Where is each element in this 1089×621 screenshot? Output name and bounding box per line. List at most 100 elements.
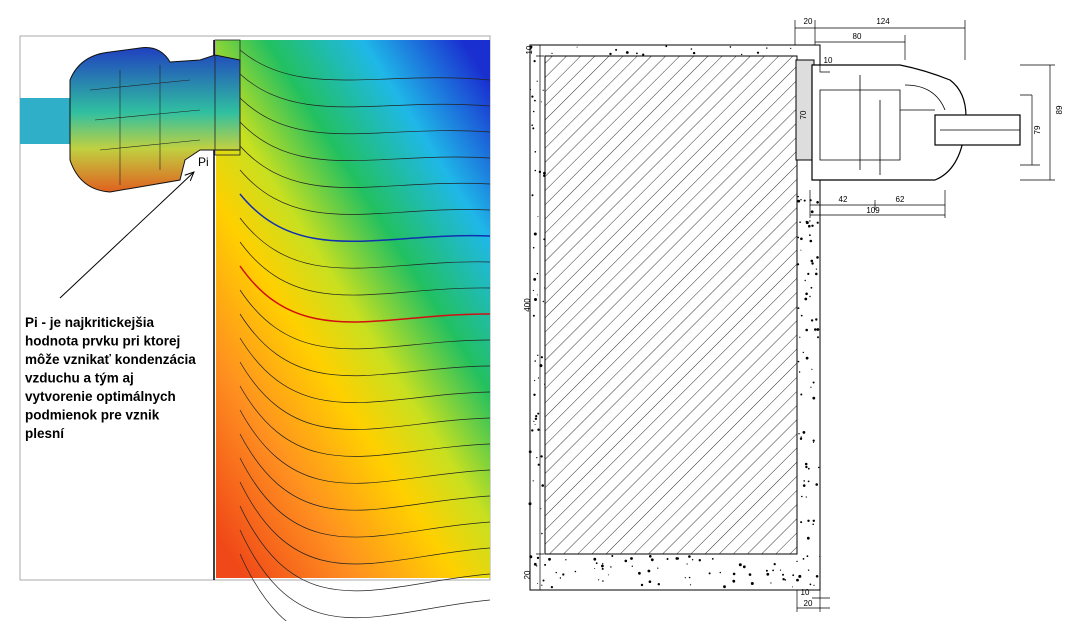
isotherms bbox=[239, 49, 491, 621]
frame-detail bbox=[89, 65, 201, 185]
dot bbox=[542, 579, 545, 582]
dot bbox=[738, 563, 742, 567]
isotherm bbox=[239, 409, 491, 484]
dimension-label: 20 bbox=[804, 17, 813, 26]
dot bbox=[684, 577, 686, 579]
dot bbox=[559, 577, 562, 579]
masonry bbox=[544, 55, 798, 555]
dot bbox=[534, 379, 536, 382]
dot bbox=[536, 556, 540, 560]
dot bbox=[529, 555, 533, 559]
dot bbox=[593, 557, 597, 561]
dot bbox=[610, 566, 612, 568]
dot bbox=[537, 216, 539, 218]
dot bbox=[801, 495, 803, 498]
dot bbox=[782, 573, 784, 576]
note-line: Pi - je najkritickejšia bbox=[25, 315, 155, 330]
dot bbox=[689, 584, 692, 586]
dot bbox=[802, 431, 806, 434]
isotherm bbox=[239, 553, 287, 621]
dot bbox=[690, 48, 693, 50]
dot bbox=[531, 95, 534, 98]
dot bbox=[534, 169, 537, 172]
isotherm bbox=[239, 457, 491, 538]
dot bbox=[534, 151, 537, 153]
dot bbox=[809, 583, 812, 586]
dot bbox=[782, 578, 785, 581]
dot bbox=[804, 297, 808, 301]
dot bbox=[609, 52, 612, 56]
dot bbox=[666, 558, 669, 560]
isotherm bbox=[239, 529, 491, 619]
dot bbox=[815, 483, 818, 486]
isotherm bbox=[239, 97, 491, 135]
dot bbox=[711, 558, 714, 560]
dot bbox=[535, 415, 538, 418]
dot bbox=[533, 278, 537, 281]
dot bbox=[806, 536, 810, 540]
dot bbox=[602, 580, 604, 582]
dot bbox=[686, 563, 688, 565]
isotherm bbox=[239, 481, 491, 565]
note-line: podmienok pre vznik bbox=[25, 408, 160, 423]
dot bbox=[812, 441, 815, 443]
isotherm bbox=[239, 73, 491, 108]
dot bbox=[797, 307, 800, 309]
dot bbox=[530, 45, 533, 49]
dot bbox=[796, 560, 798, 563]
dot bbox=[748, 573, 752, 576]
dot bbox=[797, 263, 800, 266]
dot bbox=[800, 521, 803, 524]
dot bbox=[531, 124, 533, 126]
dot bbox=[808, 224, 811, 228]
dot bbox=[536, 294, 538, 296]
dot bbox=[691, 559, 694, 561]
dot bbox=[800, 237, 803, 241]
dot bbox=[802, 351, 804, 354]
dot bbox=[798, 371, 801, 373]
dot bbox=[657, 567, 659, 569]
dot bbox=[648, 580, 652, 583]
dot bbox=[811, 224, 814, 227]
dot bbox=[541, 532, 543, 535]
dot bbox=[797, 236, 800, 239]
dot bbox=[533, 393, 536, 396]
dot bbox=[815, 575, 819, 578]
dot bbox=[802, 558, 805, 560]
glass bbox=[20, 98, 75, 144]
dot bbox=[805, 356, 809, 360]
window-frame-drawing bbox=[811, 64, 967, 181]
dot bbox=[799, 437, 803, 440]
dot bbox=[532, 289, 535, 292]
dot bbox=[537, 428, 540, 431]
dot bbox=[537, 582, 539, 584]
dot bbox=[812, 523, 814, 526]
dot bbox=[574, 570, 577, 573]
dot bbox=[800, 314, 803, 317]
dot bbox=[534, 417, 538, 420]
dot bbox=[631, 565, 633, 567]
isotherm bbox=[239, 265, 491, 323]
dot bbox=[798, 576, 800, 578]
dimension-lines bbox=[536, 20, 1055, 612]
dot bbox=[807, 272, 810, 275]
dot bbox=[551, 52, 553, 55]
dot bbox=[810, 286, 813, 289]
dot bbox=[543, 171, 546, 175]
dot bbox=[812, 439, 815, 442]
dot bbox=[536, 272, 539, 275]
dot bbox=[562, 573, 565, 576]
dot bbox=[818, 466, 820, 469]
isotherm bbox=[239, 217, 491, 269]
dot bbox=[534, 298, 537, 301]
dot bbox=[819, 556, 821, 557]
isotherm bbox=[239, 121, 491, 161]
dot bbox=[799, 336, 801, 338]
dot bbox=[640, 583, 644, 587]
dot bbox=[537, 354, 539, 356]
isotherm bbox=[239, 505, 491, 592]
dot bbox=[533, 232, 537, 236]
dimension-label: 10 bbox=[525, 45, 534, 54]
note-line: vzduchu a tým aj bbox=[25, 371, 134, 386]
dot bbox=[807, 519, 810, 522]
